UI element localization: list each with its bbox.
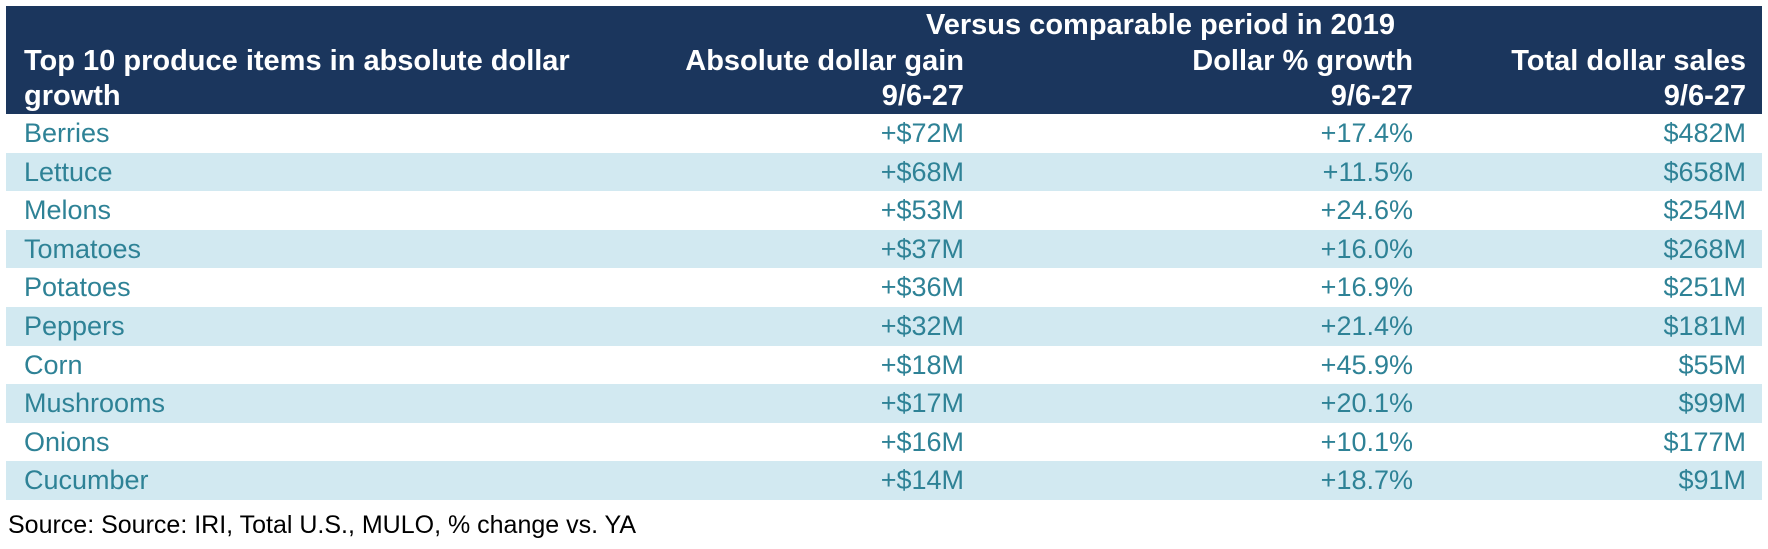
gain-value: +$36M bbox=[880, 272, 964, 303]
gain-column-header: Absolute dollar gain 9/6-27 bbox=[685, 44, 964, 114]
table-row: Berries +$72M +17.4% $482M bbox=[6, 114, 1762, 153]
sales-value: $55M bbox=[1678, 349, 1746, 380]
table-row: Potatoes +$36M +16.9% $251M bbox=[6, 268, 1762, 307]
table-row: Tomatoes +$37M +16.0% $268M bbox=[6, 229, 1762, 269]
growth-value: +20.1% bbox=[1320, 388, 1413, 419]
item-name: Lettuce bbox=[24, 156, 113, 187]
gain-header-line1: Absolute dollar gain bbox=[685, 45, 964, 77]
growth-value: +16.9% bbox=[1320, 272, 1413, 303]
gain-value: +$14M bbox=[880, 465, 964, 496]
gain-value: +$68M bbox=[880, 156, 964, 187]
gain-value: +$32M bbox=[880, 310, 964, 341]
growth-value: +16.0% bbox=[1320, 233, 1413, 264]
sales-value: $482M bbox=[1663, 118, 1746, 148]
table-row: Onions +$16M +10.1% $177M bbox=[6, 423, 1762, 462]
growth-value: +24.6% bbox=[1320, 195, 1413, 226]
item-name: Peppers bbox=[24, 310, 125, 341]
item-name: Onions bbox=[24, 426, 110, 457]
group-title: Versus comparable period in 2019 bbox=[926, 9, 1396, 41]
sales-header-line1: Total dollar sales bbox=[1511, 45, 1746, 77]
table-row: Cucumber +$14M +18.7% $91M bbox=[6, 461, 1762, 500]
sales-value: $181M bbox=[1663, 310, 1746, 341]
gain-value: +$18M bbox=[880, 349, 964, 380]
item-name: Melons bbox=[24, 195, 112, 226]
sales-value: $99M bbox=[1678, 388, 1746, 419]
growth-header-line2: 9/6-27 bbox=[1330, 80, 1413, 112]
growth-value: +17.4% bbox=[1320, 118, 1413, 148]
item-name: Corn bbox=[24, 349, 83, 380]
growth-value: +45.9% bbox=[1320, 349, 1413, 380]
table-header: Versus comparable period in 2019 Top 10 … bbox=[6, 6, 1762, 114]
item-name: Tomatoes bbox=[24, 233, 142, 264]
table-row: Melons +$53M +24.6% $254M bbox=[6, 191, 1762, 230]
produce-growth-table: Versus comparable period in 2019 Top 10 … bbox=[6, 6, 1762, 500]
table-body: Berries +$72M +17.4% $482M Lettuce +$68M… bbox=[6, 114, 1762, 500]
gain-value: +$16M bbox=[880, 426, 964, 457]
sales-value: $177M bbox=[1663, 426, 1746, 457]
sales-value: $254M bbox=[1663, 195, 1746, 226]
sales-header-line2: 9/6-27 bbox=[1663, 80, 1746, 112]
growth-value: +11.5% bbox=[1322, 156, 1413, 187]
growth-column-header: Dollar % growth 9/6-27 bbox=[1192, 44, 1413, 114]
table-row: Lettuce +$68M +11.5% $658M bbox=[6, 152, 1762, 192]
growth-value: +21.4% bbox=[1320, 310, 1413, 341]
table-row: Peppers +$32M +21.4% $181M bbox=[6, 306, 1762, 346]
sales-value: $658M bbox=[1663, 156, 1746, 187]
gain-value: +$37M bbox=[880, 233, 964, 264]
sales-value: $268M bbox=[1663, 233, 1746, 264]
gain-value: +$17M bbox=[880, 388, 964, 419]
item-column-header: Top 10 produce items in absolute dollar … bbox=[24, 45, 570, 112]
item-name: Cucumber bbox=[24, 465, 149, 496]
gain-value: +$53M bbox=[880, 195, 964, 226]
item-name: Berries bbox=[24, 118, 110, 148]
sales-column-header: Total dollar sales 9/6-27 bbox=[1511, 44, 1746, 114]
growth-value: +18.7% bbox=[1320, 465, 1413, 496]
item-name: Potatoes bbox=[24, 272, 131, 303]
gain-value: +$72M bbox=[880, 118, 964, 148]
sales-value: $91M bbox=[1678, 465, 1746, 496]
sales-value: $251M bbox=[1663, 272, 1746, 303]
item-name: Mushrooms bbox=[24, 388, 166, 419]
table-row: Mushrooms +$17M +20.1% $99M bbox=[6, 384, 1762, 423]
source-note: Source: Source: IRI, Total U.S., MULO, %… bbox=[8, 511, 637, 539]
gain-header-line2: 9/6-27 bbox=[881, 80, 964, 112]
growth-value: +10.1% bbox=[1320, 426, 1413, 457]
growth-header-line1: Dollar % growth bbox=[1192, 45, 1413, 77]
table-row: Corn +$18M +45.9% $55M bbox=[6, 346, 1762, 385]
